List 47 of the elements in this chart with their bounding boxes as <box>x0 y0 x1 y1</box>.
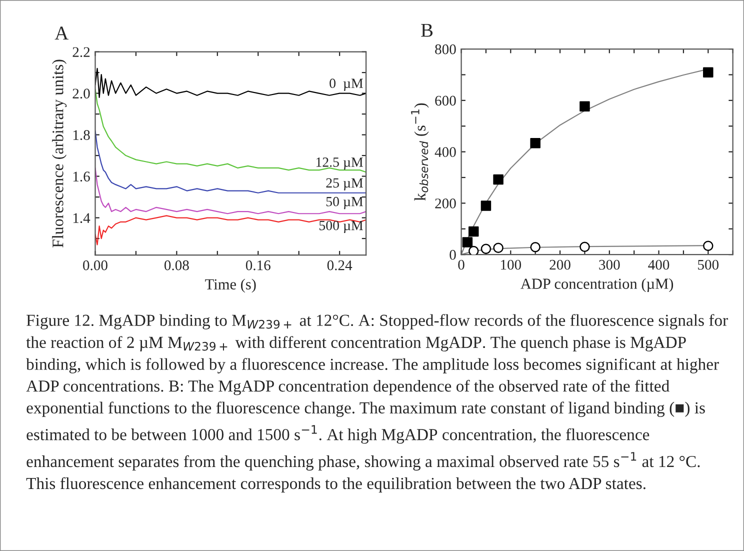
y-tick-label: 200 <box>435 198 456 208</box>
x-tick-label: 500 <box>698 260 719 270</box>
series-label: 0 µM <box>330 78 363 91</box>
y-tick-label: 1.8 <box>73 130 90 140</box>
y-axis-title: Fluorescence (arbitrary units) <box>52 60 67 248</box>
point <box>580 242 590 252</box>
y-tick-label: 0 <box>450 250 456 260</box>
x-tick-label: 0.00 <box>83 260 108 270</box>
y-tick-label: 2.0 <box>72 88 90 99</box>
y-tick-label: 1.4 <box>73 213 90 224</box>
point <box>530 138 540 148</box>
x-tick-label: 0.08 <box>164 260 189 270</box>
point <box>480 244 492 254</box>
point <box>468 226 479 237</box>
x-axis-title: ADP concentration (µM) <box>520 278 674 292</box>
point <box>703 240 714 251</box>
point <box>493 242 504 254</box>
point <box>480 200 492 211</box>
y-tick-label: 400 <box>434 147 456 158</box>
chart-title: B <box>421 24 433 37</box>
y-axis-title: k$_{observed}$ (s$^{−1}$) <box>411 103 429 201</box>
text: Figure 12. MgADP binding to M$_{W239+}$ at 12°C. A: Stopped-flow records of the fluorescence signals for the reaction of 2 µM M$_{W239+}$ with different concentration MgADP. The quench phase is MgADP binding, which is followed by a fluorescence increase. The amplitude loss becomes significant at higher ADP concentrations. B: The MgADP concentration dependence of the observed rate of the fitted exponential functions to the fluorescence change. The maximum rate constant of ligand binding (■) is estimated to be between 1000 and 1500 s$^{−1}$. At high MgADP concentration, the fluorescence enhancement separates from the quenching phase, showing a maximal observed rate 55 s$^{−1}$ at 12 °C. This fluorescence enhancement corresponds to the equilibration between the two ADP states. <box>26 314 728 493</box>
point <box>580 101 590 112</box>
x-tick-label: 400 <box>648 260 670 270</box>
x-tick-label: 300 <box>599 260 620 270</box>
y-tick-label: 800 <box>435 44 456 54</box>
x-tick-label: 0 <box>458 260 464 270</box>
x-tick-label: 0.24 <box>327 260 352 270</box>
x-tick-label: 0.16 <box>246 260 270 270</box>
line-series <box>95 68 366 98</box>
y-tick-label: 600 <box>435 96 456 106</box>
series-label: 50 µM <box>326 196 363 210</box>
point <box>530 242 540 252</box>
series-label: 25 µM <box>326 178 363 190</box>
line-series <box>95 215 366 246</box>
y-tick-label: 1.6 <box>73 172 90 182</box>
point <box>703 67 714 78</box>
x-tick-label: 200 <box>550 260 570 270</box>
chart-title: A <box>54 26 69 40</box>
point <box>468 246 479 255</box>
x-axis-title: Time (s) <box>205 278 256 293</box>
point <box>462 237 473 248</box>
series-label: 12.5 µM <box>316 158 363 170</box>
y-tick-label: 2.2 <box>72 47 90 58</box>
x-tick-label: 100 <box>501 260 522 270</box>
series-label: 500 µM <box>319 220 363 234</box>
point <box>493 174 504 185</box>
